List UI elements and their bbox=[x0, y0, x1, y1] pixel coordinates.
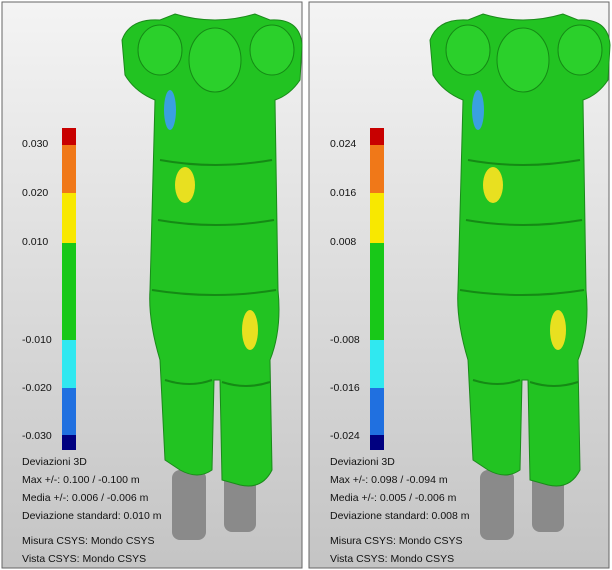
info-line: Deviazioni 3D bbox=[330, 456, 395, 468]
info-line: Deviazione standard: 0.010 m bbox=[22, 510, 162, 522]
color-bar-segment bbox=[62, 435, 76, 450]
color-bar-segment bbox=[62, 388, 76, 435]
color-bar-segment bbox=[62, 128, 76, 145]
color-bar-segment bbox=[62, 193, 76, 243]
color-bar-segment bbox=[370, 388, 384, 435]
color-bar-segment bbox=[370, 128, 384, 145]
csys-line: Vista CSYS: Mondo CSYS bbox=[22, 553, 146, 565]
color-bar-segment bbox=[370, 340, 384, 388]
scale-label: -0.024 bbox=[330, 430, 360, 442]
info-line: Max +/-: 0.098 / -0.094 m bbox=[330, 474, 448, 486]
scale-label: -0.016 bbox=[330, 382, 360, 394]
color-bar-segment bbox=[370, 243, 384, 340]
info-line: Media +/-: 0.006 / -0.006 m bbox=[22, 492, 149, 504]
color-bar-segment bbox=[62, 340, 76, 388]
color-bar-segment bbox=[62, 243, 76, 340]
scale-label: 0.010 bbox=[22, 236, 48, 248]
color-bar-segment bbox=[62, 145, 76, 193]
scale-label: 0.030 bbox=[22, 138, 48, 150]
scale-label: 0.020 bbox=[22, 187, 48, 199]
scale-label: -0.020 bbox=[22, 382, 52, 394]
csys-line: Misura CSYS: Mondo CSYS bbox=[330, 535, 462, 547]
scale-label: -0.008 bbox=[330, 334, 360, 346]
color-bar-segment bbox=[370, 435, 384, 450]
csys-line: Misura CSYS: Mondo CSYS bbox=[22, 535, 154, 547]
scale-label: 0.016 bbox=[330, 187, 356, 199]
info-line: Deviazione standard: 0.008 m bbox=[330, 510, 470, 522]
info-line: Max +/-: 0.100 / -0.100 m bbox=[22, 474, 140, 486]
info-line: Deviazioni 3D bbox=[22, 456, 87, 468]
color-bar-segment bbox=[370, 145, 384, 193]
csys-line: Vista CSYS: Mondo CSYS bbox=[330, 553, 454, 565]
scale-label: -0.030 bbox=[22, 430, 52, 442]
scale-label: -0.010 bbox=[22, 334, 52, 346]
info-line: Media +/-: 0.005 / -0.006 m bbox=[330, 492, 457, 504]
color-bar-segment bbox=[370, 193, 384, 243]
scale-label: 0.008 bbox=[330, 236, 356, 248]
scale-label: 0.024 bbox=[330, 138, 356, 150]
